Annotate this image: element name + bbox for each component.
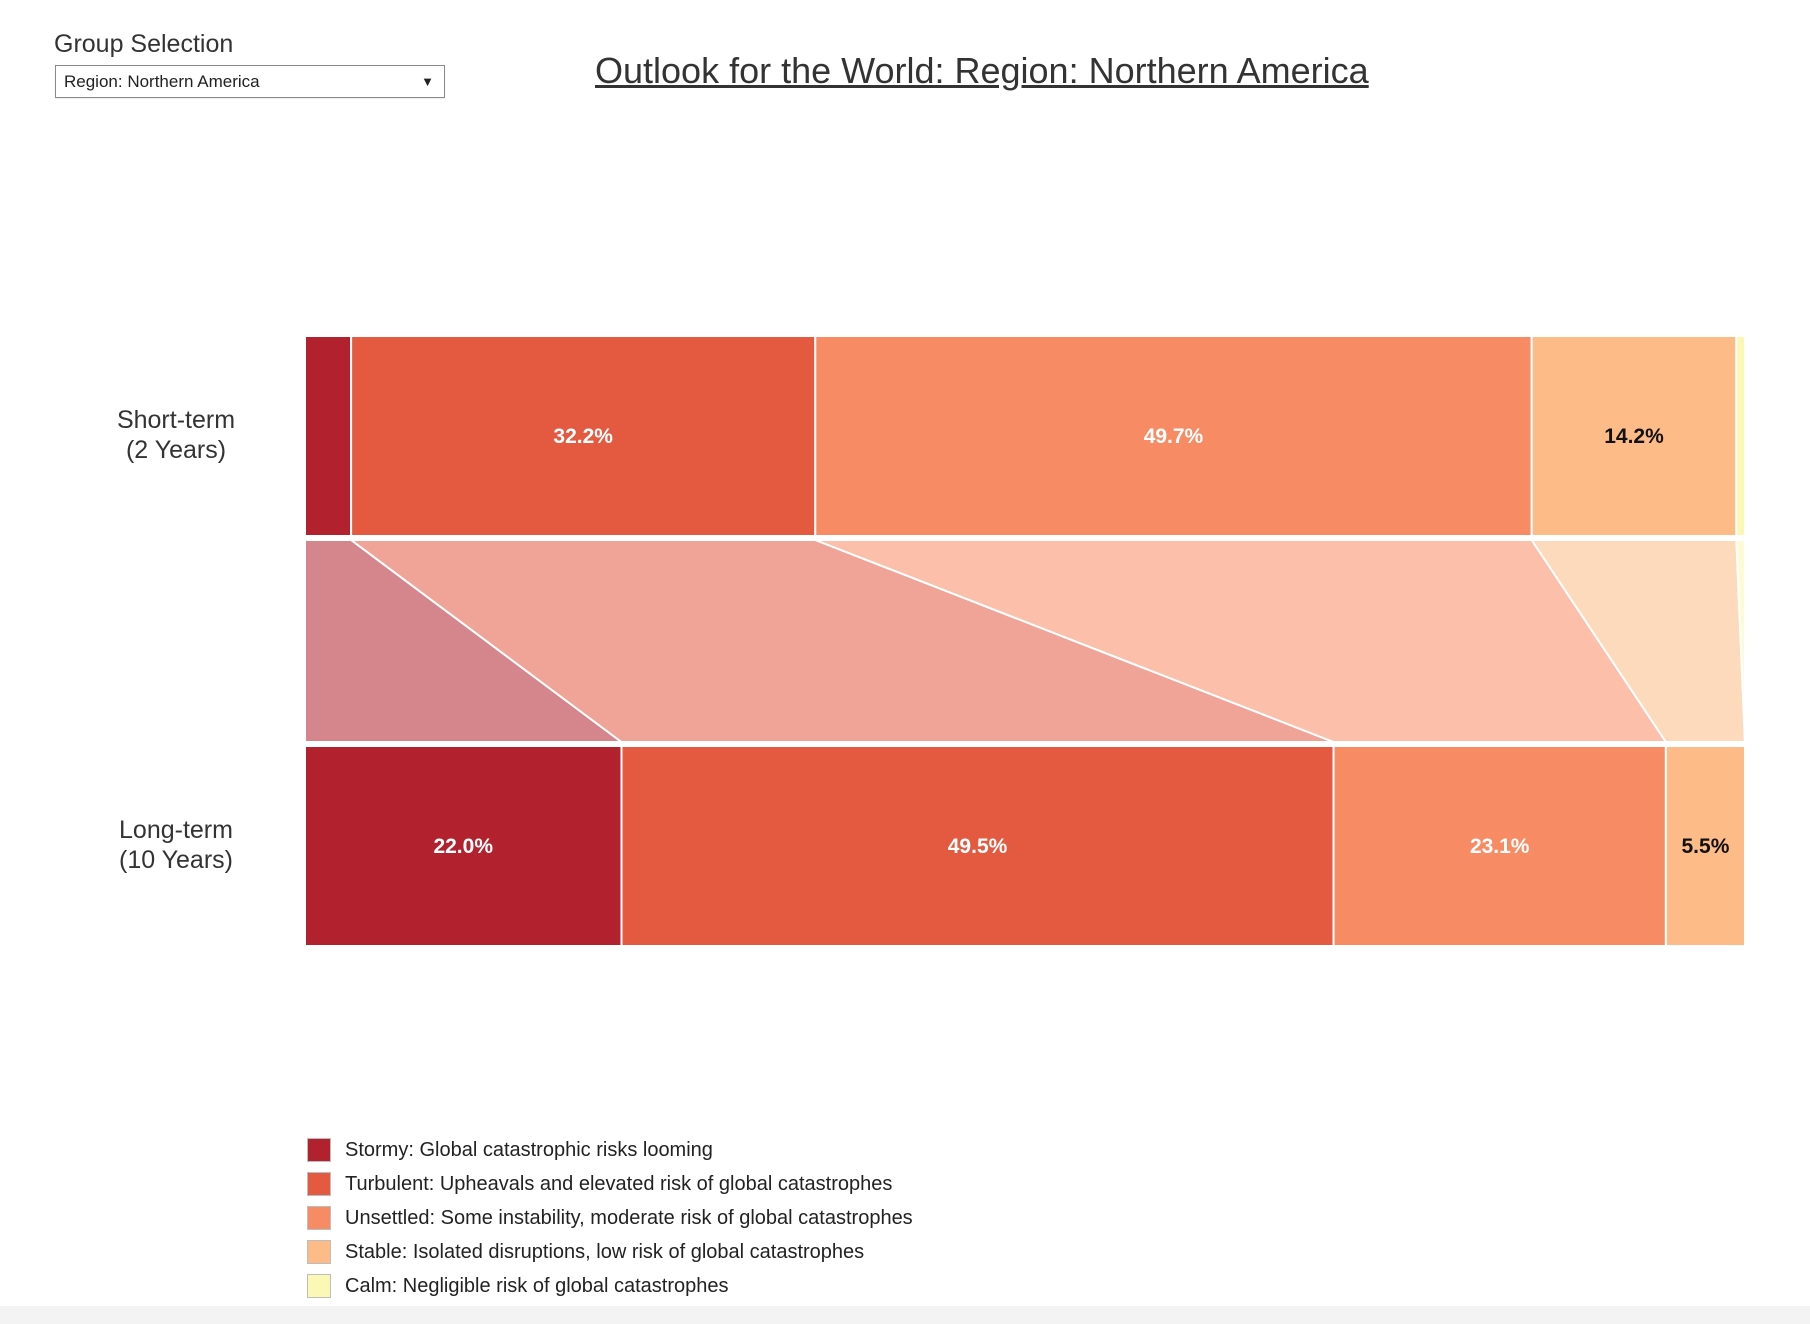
legend-label: Stormy: Global catastrophic risks loomin… bbox=[345, 1138, 713, 1161]
bar-segment bbox=[620, 745, 1335, 947]
legend-item: Calm: Negligible risk of global catastro… bbox=[307, 1269, 913, 1303]
legend-label: Turbulent: Upheavals and elevated risk o… bbox=[345, 1172, 893, 1195]
data-label: 49.5% bbox=[948, 835, 1008, 858]
category-label: Long-term bbox=[119, 816, 233, 844]
group-selection-dropdown[interactable]: Region: Northern America ▼ bbox=[55, 65, 445, 98]
connector-band bbox=[1735, 539, 1746, 743]
group-selection-label: Group Selection bbox=[54, 30, 234, 58]
data-label: 32.2% bbox=[553, 425, 613, 448]
data-label: 49.7% bbox=[1144, 425, 1204, 448]
legend-item: Unsettled: Some instability, moderate ri… bbox=[307, 1201, 913, 1235]
chart-title: Outlook for the World: Region: Northern … bbox=[595, 50, 1369, 91]
category-label: (2 Years) bbox=[126, 436, 226, 464]
group-selection-value: Region: Northern America bbox=[64, 72, 260, 91]
bar-segment bbox=[814, 335, 1533, 537]
bar-segment bbox=[1664, 745, 1747, 947]
legend: Stormy: Global catastrophic risks loomin… bbox=[307, 1133, 913, 1303]
category-label: (10 Years) bbox=[119, 846, 233, 874]
bar-segment bbox=[350, 335, 817, 537]
legend-item: Stable: Isolated disruptions, low risk o… bbox=[307, 1235, 913, 1269]
legend-label: Unsettled: Some instability, moderate ri… bbox=[345, 1206, 913, 1229]
legend-label: Stable: Isolated disruptions, low risk o… bbox=[345, 1240, 865, 1263]
legend-item: Turbulent: Upheavals and elevated risk o… bbox=[307, 1167, 913, 1201]
footer-bar bbox=[0, 1306, 1810, 1324]
category-label: Short-term bbox=[117, 406, 235, 434]
legend-swatch bbox=[307, 1172, 331, 1196]
data-label: 14.2% bbox=[1604, 425, 1664, 448]
outlook-chart: 22.0% 32.2% 49.5% 49.7% 23.1% 14.2% 5.5% Short-… bbox=[117, 335, 1747, 947]
legend-swatch bbox=[307, 1138, 331, 1162]
bar-segment bbox=[304, 745, 623, 947]
legend-swatch bbox=[307, 1240, 331, 1264]
legend-swatch bbox=[307, 1206, 331, 1230]
legend-label: Calm: Negligible risk of global catastro… bbox=[345, 1274, 729, 1297]
bar-segment bbox=[304, 335, 353, 537]
bar-segment bbox=[1735, 335, 1746, 537]
legend-item: Stormy: Global catastrophic risks loomin… bbox=[307, 1133, 913, 1167]
bar-segment bbox=[1530, 335, 1738, 537]
data-label: 5.5% bbox=[1682, 835, 1730, 858]
data-label: 23.1% bbox=[1470, 835, 1530, 858]
data-label: 22.0% bbox=[433, 835, 493, 858]
chevron-down-icon: ▼ bbox=[421, 74, 434, 89]
bar-segment bbox=[1332, 745, 1667, 947]
legend-swatch bbox=[307, 1274, 331, 1298]
